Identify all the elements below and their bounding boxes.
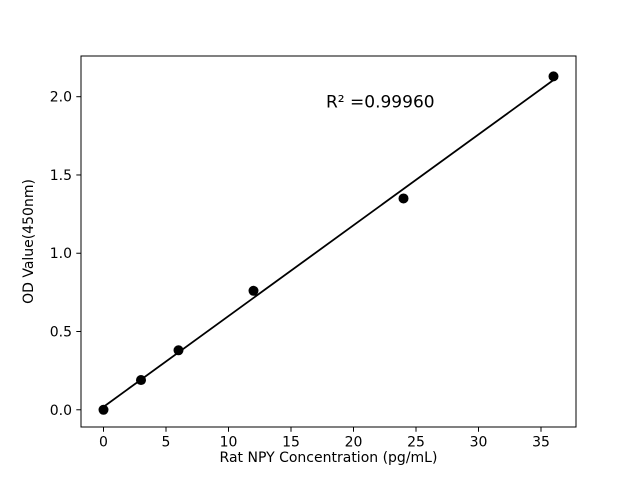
y-axis-label: OD Value(450nm) (21, 179, 37, 304)
x-tick-label: 5 (162, 435, 171, 451)
x-tick-label: 10 (220, 435, 238, 451)
data-point (98, 404, 109, 415)
x-tick-label: 25 (407, 435, 425, 451)
axes-frame (80, 55, 577, 428)
data-point (248, 285, 259, 296)
x-tick-label: 35 (532, 435, 550, 451)
data-point (398, 193, 409, 204)
data-point (548, 71, 559, 82)
y-tick-label: 2.0 (50, 90, 72, 106)
y-tick-label: 0.0 (50, 403, 72, 419)
x-axis-label: Rat NPY Concentration (pg/mL) (220, 450, 438, 466)
y-tick-label: 0.5 (50, 325, 72, 341)
x-tick-label: 30 (470, 435, 488, 451)
y-tick-label: 1.0 (50, 246, 72, 262)
r-squared-annotation: R² =0.99960 (326, 93, 435, 113)
data-point (173, 345, 184, 356)
x-tick-label: 0 (99, 435, 108, 451)
data-point (136, 375, 146, 386)
y-tick-label: 1.5 (50, 168, 72, 184)
x-tick-label: 15 (282, 435, 300, 451)
fit-line (102, 79, 555, 408)
plot-area: 0 5 10 15 20 25 30 35 0.0 0.5 1.0 1.5 2.0 (50, 55, 577, 451)
x-tick-label: 20 (345, 435, 363, 451)
